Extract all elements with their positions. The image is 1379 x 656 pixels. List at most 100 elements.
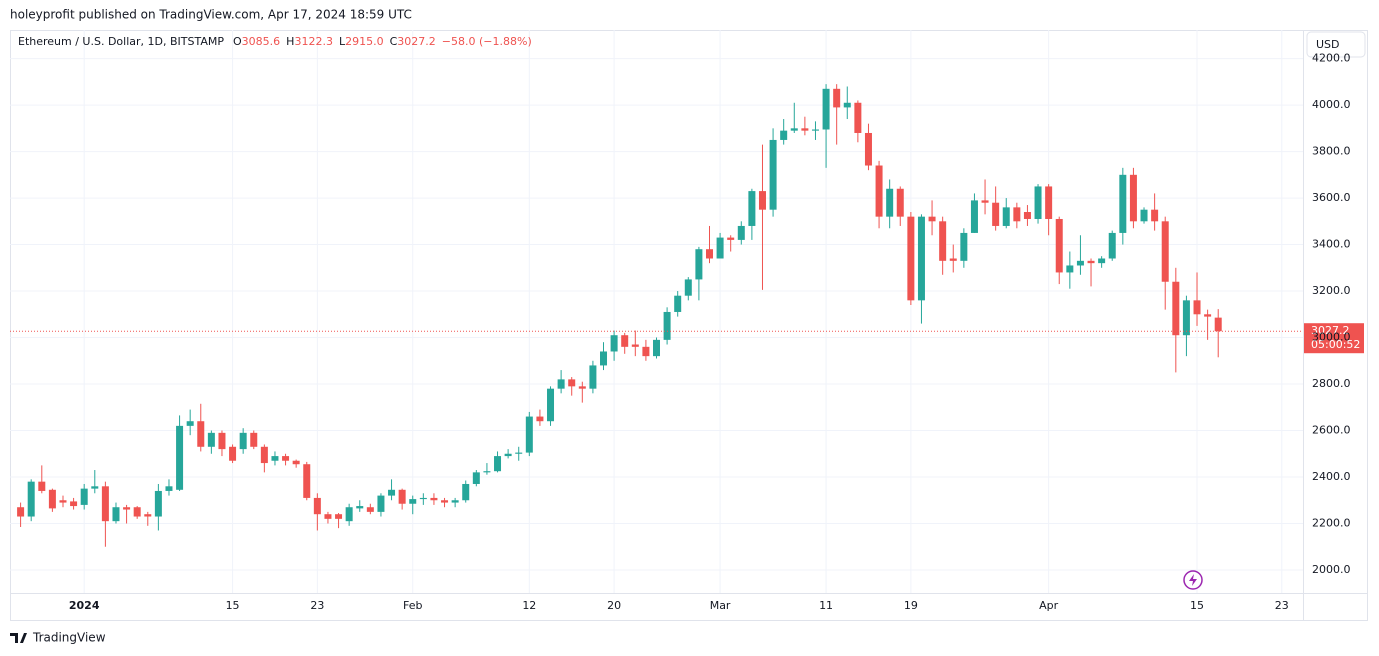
candle-body	[1034, 186, 1042, 219]
x-tick-label: 15	[1190, 599, 1204, 612]
candle-body	[27, 481, 35, 517]
candle-body	[1161, 221, 1169, 282]
x-tick-label: 2024	[69, 599, 100, 612]
candle-body	[896, 188, 904, 217]
candle-body	[48, 489, 56, 509]
x-tick-label: 11	[819, 599, 833, 612]
candle-body	[144, 514, 152, 517]
candle-body	[335, 514, 343, 519]
y-tick-label: 2800.0	[1312, 377, 1351, 390]
candle-body	[886, 188, 894, 217]
last-price-box	[1304, 323, 1364, 354]
candle-body	[1087, 260, 1095, 264]
candle-body	[292, 460, 300, 465]
candle-body	[811, 129, 819, 131]
candle-body	[398, 489, 406, 504]
candle-body	[260, 446, 268, 464]
candle-body	[38, 481, 46, 491]
candle-body	[568, 379, 576, 387]
legend: Ethereum / U.S. Dollar, 1D, BITSTAMP O308…	[18, 35, 532, 48]
y-tick-label: 3600.0	[1312, 191, 1351, 204]
currency[interactable]: USD	[1316, 38, 1340, 51]
footer-brand: TradingView	[32, 631, 106, 645]
candle-body	[833, 88, 841, 108]
icon-bolt[interactable]	[1189, 574, 1197, 586]
candle-body	[663, 311, 671, 340]
legend-key: L	[339, 35, 346, 48]
candle-body	[1151, 209, 1159, 222]
candle-body	[271, 456, 279, 461]
candle-body	[949, 258, 957, 261]
candle-body	[716, 237, 724, 259]
candle-body	[345, 507, 353, 522]
candle-body	[1119, 174, 1127, 233]
candle-body	[17, 507, 25, 517]
candle-body	[960, 232, 968, 261]
candle-body	[91, 486, 99, 489]
candle-body	[642, 346, 650, 357]
candle-body	[1214, 317, 1222, 332]
candle-body	[80, 488, 88, 505]
lightning-icon[interactable]	[1183, 570, 1203, 590]
candle-body	[176, 425, 184, 490]
candle-body	[705, 249, 713, 259]
candle-body	[727, 237, 735, 240]
candle-body	[928, 216, 936, 222]
candle-body	[557, 379, 565, 389]
y-tick-label: 3400.0	[1312, 238, 1351, 251]
candle-body	[1045, 186, 1053, 219]
candle-body	[494, 456, 502, 472]
candle-body	[939, 221, 947, 261]
x-tick-label: Feb	[403, 599, 422, 612]
candle-body	[419, 497, 427, 500]
candle-body	[451, 500, 459, 503]
candle-body	[229, 446, 237, 461]
candle-body	[600, 351, 608, 366]
candle-body	[462, 483, 470, 501]
candle-body	[165, 486, 173, 491]
candle-body	[366, 507, 374, 512]
candle-body	[907, 216, 915, 301]
candle-body	[504, 453, 512, 457]
y-tick-label: 3200.0	[1312, 284, 1351, 297]
candle-body	[1002, 207, 1010, 226]
candle-body	[70, 501, 78, 507]
candle-body	[1193, 300, 1201, 315]
candle-body	[324, 514, 332, 519]
candle-body	[695, 249, 703, 280]
legend-key: O	[233, 35, 242, 48]
candle-body	[186, 421, 194, 426]
x-tick-label: 12	[522, 599, 536, 612]
candle-body	[1098, 258, 1106, 264]
candle-body	[1172, 281, 1180, 336]
candle-body	[472, 472, 480, 484]
candle-body	[525, 416, 533, 453]
x-tick-label: 23	[310, 599, 324, 612]
candle-body	[822, 88, 830, 130]
candle-body	[547, 388, 555, 422]
y-tick-label: 4000.0	[1312, 98, 1351, 111]
candle-body	[843, 102, 851, 108]
y-tick-label: 2400.0	[1312, 470, 1351, 483]
last-price-label: 3027.2	[1311, 324, 1350, 337]
candle-body	[653, 339, 660, 357]
candle-body	[1055, 218, 1063, 273]
candle-body	[769, 139, 777, 210]
legend-value: 3085.6	[242, 35, 281, 48]
candle-body	[356, 506, 364, 509]
legend-value: 3027.2	[397, 35, 436, 48]
logo-mark	[10, 633, 27, 643]
x-tick-label: 23	[1275, 599, 1289, 612]
candle-body	[154, 490, 162, 517]
candle-body	[123, 507, 131, 510]
candle-body	[1076, 260, 1084, 266]
currency-button[interactable]	[1306, 31, 1366, 58]
candle-body	[239, 432, 247, 450]
candle-body	[748, 191, 756, 226]
candle-body	[250, 432, 258, 447]
x-tick-label: 15	[226, 599, 240, 612]
candle-body	[218, 432, 226, 450]
candle-body	[875, 165, 883, 217]
